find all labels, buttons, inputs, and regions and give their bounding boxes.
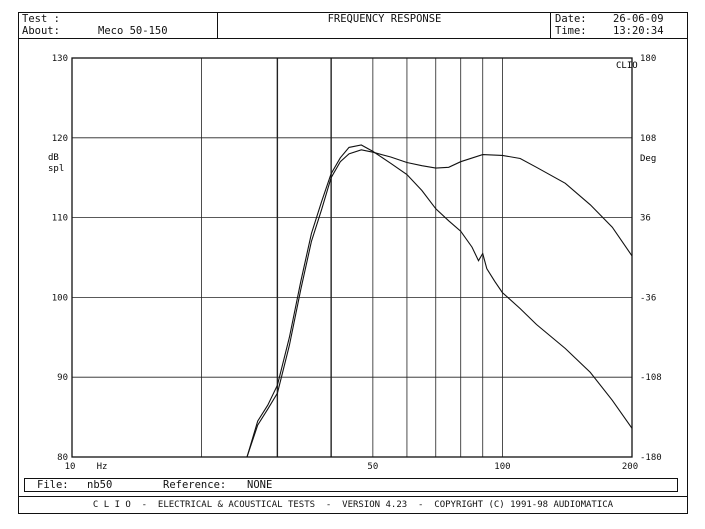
response-curve-1 <box>246 149 633 458</box>
file-value: nb50 <box>87 479 113 491</box>
header-right-cell: Date: 26-06-09 Time: 13:20:34 <box>551 12 688 39</box>
reference-label: Reference: <box>163 479 227 491</box>
file-info-bar: File: nb50 Reference: NONE <box>24 478 678 492</box>
right-tick-label: -108 <box>640 373 662 383</box>
date-value: 26-06-09 <box>613 13 664 25</box>
x-tick-label: 200 <box>622 462 638 472</box>
clio-corner-label: CLIO <box>616 61 638 71</box>
header-bar: Test : About: Meco 50-150 FREQUENCY RESP… <box>18 12 688 39</box>
left-tick-label: 90 <box>57 373 68 383</box>
time-label: Time: <box>555 25 587 37</box>
axis-ticks: 130 120 110 100 90 80 180 108 36 -36 -108 -180 10 Hz 5… <box>52 54 662 472</box>
date-label: Date: <box>555 13 587 25</box>
reference-value: NONE <box>247 479 273 491</box>
x-tick-label: 50 <box>367 462 378 472</box>
right-tick-label: -180 <box>640 453 662 463</box>
version-banner: C L I O - ELECTRICAL & ACOUSTICAL TESTS … <box>18 496 688 514</box>
test-label: Test : <box>22 13 60 25</box>
response-curve-2 <box>246 144 633 458</box>
curves-layer <box>246 144 633 458</box>
header-left-cell: Test : About: Meco 50-150 <box>18 12 218 39</box>
left-tick-label: 130 <box>52 54 68 64</box>
left-axis-label-spl: spl <box>48 164 64 174</box>
x-tick-label: Hz <box>97 462 108 472</box>
about-value: Meco 50-150 <box>98 25 168 37</box>
right-tick-label: 108 <box>640 134 656 144</box>
time-value: 13:20:34 <box>613 25 664 37</box>
plot-window-frame <box>18 12 688 514</box>
right-tick-label: 36 <box>640 214 651 224</box>
left-tick-label: 80 <box>57 453 68 463</box>
about-label: About: <box>22 25 60 37</box>
chart-grid <box>72 58 632 457</box>
x-tick-label: 10 <box>65 462 76 472</box>
chart-title: FREQUENCY RESPONSE <box>327 13 442 25</box>
right-tick-label: 180 <box>640 54 656 64</box>
plot-area-border <box>71 57 633 458</box>
left-tick-label: 100 <box>52 293 68 303</box>
left-tick-label: 110 <box>52 214 68 224</box>
file-label: File: <box>37 479 69 491</box>
banner-text: C L I O - ELECTRICAL & ACOUSTICAL TESTS … <box>92 500 614 510</box>
header-title-cell: FREQUENCY RESPONSE <box>218 12 551 39</box>
x-tick-label: 100 <box>494 462 510 472</box>
left-tick-label: 120 <box>52 134 68 144</box>
left-axis-label-db: dB <box>48 153 59 163</box>
right-axis-label: Deg <box>640 154 656 164</box>
right-tick-label: -36 <box>640 293 656 303</box>
